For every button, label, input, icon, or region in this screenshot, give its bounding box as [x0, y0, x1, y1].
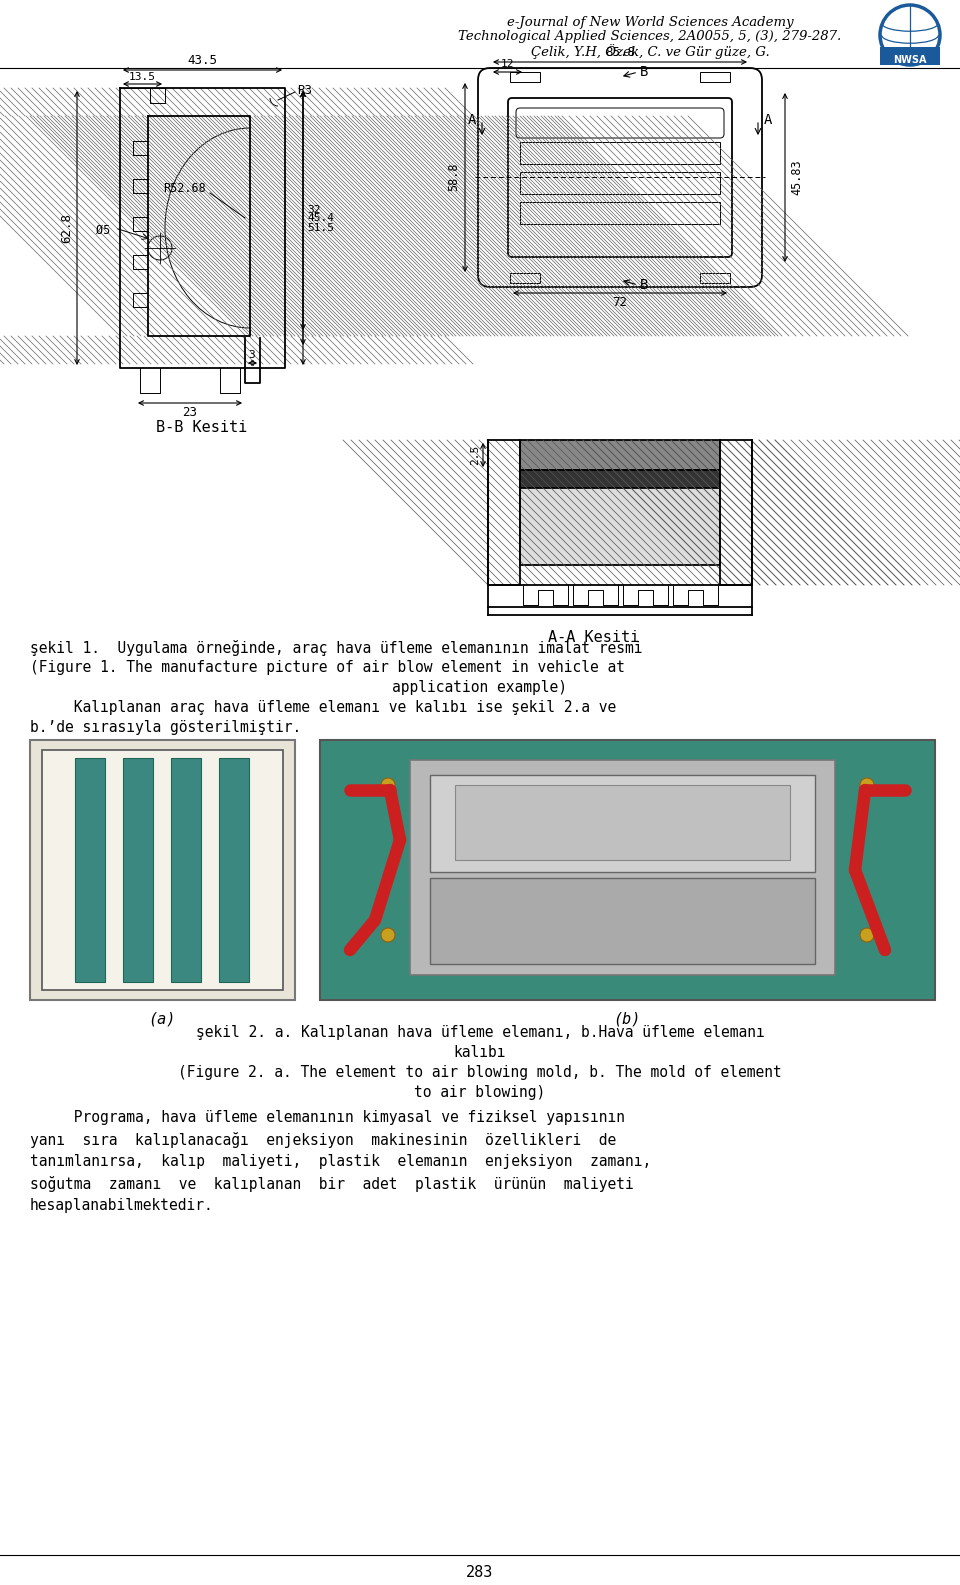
- Text: to air blowing): to air blowing): [415, 1086, 545, 1100]
- Text: Çelik, Y.H, Özek, C. ve Gür güze, G.: Çelik, Y.H, Özek, C. ve Gür güze, G.: [531, 44, 769, 59]
- Bar: [219, 758, 249, 983]
- Bar: [430, 878, 815, 964]
- Text: 51.5: 51.5: [307, 223, 334, 233]
- Bar: [510, 273, 540, 284]
- Bar: [123, 758, 153, 983]
- Text: kalıbı: kalıbı: [454, 1045, 506, 1060]
- Text: Ø5: Ø5: [96, 223, 110, 236]
- Circle shape: [381, 778, 395, 792]
- Text: 72: 72: [612, 296, 628, 309]
- Bar: [520, 173, 720, 193]
- Bar: [75, 758, 105, 983]
- Text: 43.5: 43.5: [187, 54, 217, 67]
- Text: 45.83: 45.83: [790, 158, 803, 195]
- Text: şekil 1.  Uygulama örneğinde, araç hava üfleme elemanının imalat resmi: şekil 1. Uygulama örneğinde, araç hava ü…: [30, 640, 642, 656]
- Text: 3: 3: [249, 350, 255, 360]
- Text: B: B: [640, 277, 648, 292]
- Text: şekil 2. a. Kalıplanan hava üfleme elemanı, b.Hava üfleme elemanı: şekil 2. a. Kalıplanan hava üfleme elema…: [196, 1025, 764, 1040]
- Bar: [320, 740, 935, 1000]
- Text: Technological Applied Sciences, 2A0055, 5, (3), 279-287.: Technological Applied Sciences, 2A0055, …: [458, 30, 842, 43]
- Bar: [520, 143, 720, 163]
- Bar: [430, 775, 815, 872]
- Text: B: B: [640, 65, 648, 79]
- Bar: [510, 71, 540, 82]
- Bar: [520, 441, 720, 471]
- Text: A: A: [764, 113, 772, 127]
- Text: 12: 12: [500, 59, 514, 70]
- Text: (Figure 1. The manufacture picture of air blow element in vehicle at: (Figure 1. The manufacture picture of ai…: [30, 659, 625, 675]
- Text: 2.5: 2.5: [470, 445, 480, 464]
- Text: 13.5: 13.5: [129, 71, 156, 82]
- Text: b.’de sırasıyla gösterilmiştir.: b.’de sırasıyla gösterilmiştir.: [30, 720, 301, 735]
- Circle shape: [860, 927, 874, 941]
- Text: A: A: [468, 113, 476, 127]
- Text: (Figure 2. a. The element to air blowing mold, b. The mold of element: (Figure 2. a. The element to air blowing…: [179, 1065, 781, 1079]
- Text: application example): application example): [393, 680, 567, 694]
- Text: Programa, hava üfleme elemanının kimyasal ve fiziksel yapısının: Programa, hava üfleme elemanının kimyasa…: [30, 1110, 625, 1125]
- Text: 85.8: 85.8: [605, 46, 635, 59]
- Text: yanı  sıra  kalıplanacağı  enjeksiyon  makinesinin  özellikleri  de: yanı sıra kalıplanacağı enjeksiyon makin…: [30, 1132, 616, 1148]
- Bar: [455, 785, 790, 861]
- Text: 32: 32: [307, 204, 321, 216]
- Bar: [520, 471, 720, 488]
- Circle shape: [860, 778, 874, 792]
- Text: 45.4: 45.4: [307, 212, 334, 223]
- Text: (a): (a): [148, 1011, 176, 1027]
- Text: soğutma  zamanı  ve  kalıplanan  bir  adet  plastik  ürünün  maliyeti: soğutma zamanı ve kalıplanan bir adet pl…: [30, 1176, 634, 1192]
- Bar: [700, 71, 730, 82]
- Text: e-Journal of New World Sciences Academy: e-Journal of New World Sciences Academy: [507, 16, 793, 29]
- Text: 23: 23: [182, 406, 198, 418]
- Text: NWSA: NWSA: [893, 55, 926, 65]
- Text: B-B Kesiti: B-B Kesiti: [156, 420, 248, 434]
- Bar: [700, 273, 730, 284]
- Bar: [880, 48, 940, 65]
- Text: 283: 283: [467, 1564, 493, 1580]
- Bar: [520, 201, 720, 223]
- Text: 62.8: 62.8: [60, 212, 73, 243]
- Bar: [520, 471, 720, 564]
- Circle shape: [381, 927, 395, 941]
- Text: Kalıplanan araç hava üfleme elemanı ve kalıbı ise şekil 2.a ve: Kalıplanan araç hava üfleme elemanı ve k…: [30, 701, 616, 715]
- Text: R52.68: R52.68: [163, 182, 206, 195]
- Text: hesaplanabilmektedir.: hesaplanabilmektedir.: [30, 1198, 214, 1213]
- Bar: [42, 750, 283, 991]
- Text: A-A Kesiti: A-A Kesiti: [548, 629, 639, 645]
- Bar: [410, 759, 835, 975]
- Text: tanımlanırsa,  kalıp  maliyeti,  plastik  elemanın  enjeksiyon  zamanı,: tanımlanırsa, kalıp maliyeti, plastik el…: [30, 1154, 651, 1170]
- Bar: [30, 740, 295, 1000]
- Text: R3: R3: [297, 84, 312, 97]
- Bar: [171, 758, 201, 983]
- Text: 58.8: 58.8: [447, 163, 460, 192]
- Text: (b): (b): [613, 1011, 640, 1027]
